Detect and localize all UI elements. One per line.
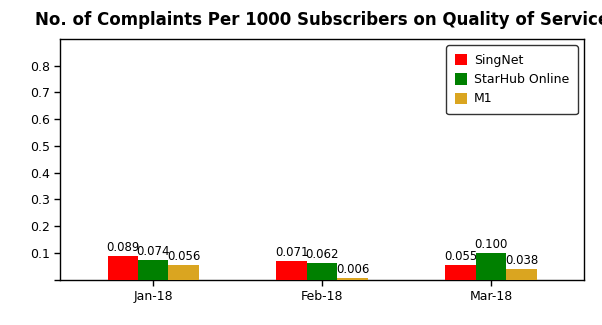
Text: 0.089: 0.089 <box>106 241 140 254</box>
Bar <box>476 253 506 280</box>
Bar <box>445 265 476 280</box>
Legend: SingNet, StarHub Online, M1: SingNet, StarHub Online, M1 <box>446 45 578 114</box>
Bar <box>108 256 138 280</box>
Text: 0.006: 0.006 <box>336 263 369 276</box>
Bar <box>138 260 169 280</box>
Text: 0.071: 0.071 <box>275 246 308 259</box>
Text: 0.056: 0.056 <box>167 250 200 263</box>
Text: 0.062: 0.062 <box>305 248 339 261</box>
Bar <box>337 278 368 280</box>
Text: 0.038: 0.038 <box>505 254 538 267</box>
Text: 0.100: 0.100 <box>474 238 507 251</box>
Text: 0.074: 0.074 <box>137 245 170 258</box>
Bar <box>169 265 199 279</box>
Text: 0.055: 0.055 <box>444 250 477 263</box>
Bar <box>276 261 307 280</box>
Bar <box>307 263 337 280</box>
Bar <box>506 269 536 280</box>
Title: No. of Complaints Per 1000 Subscribers on Quality of Service: No. of Complaints Per 1000 Subscribers o… <box>35 11 602 29</box>
